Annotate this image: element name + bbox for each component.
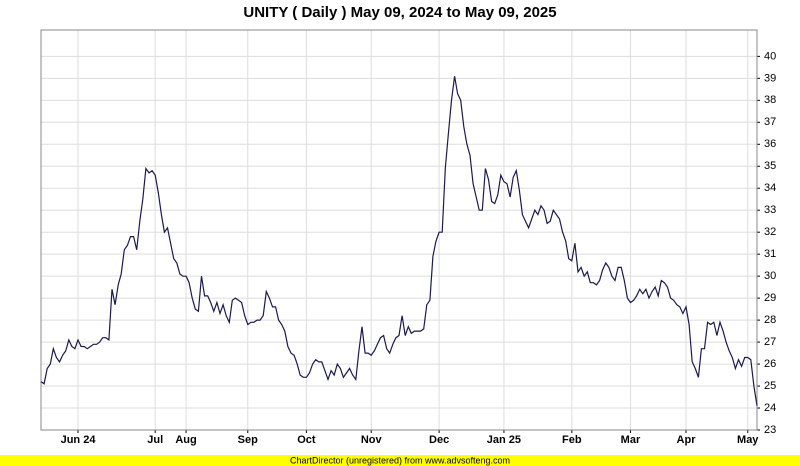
footer-bar	[0, 455, 800, 466]
y-tick-label: 40	[764, 50, 776, 62]
y-tick-label: 38	[764, 94, 776, 106]
y-tick-label: 34	[764, 182, 776, 194]
plot-area: 23 24 25 26 27 28 29 30 31 32 33 34 35 36 37 38 39 40 Jun …	[40, 29, 776, 446]
price-line	[40, 76, 758, 406]
x-tick-label: Apr	[677, 434, 697, 446]
y-tick-label: 24	[764, 402, 776, 414]
x-tick-label: Dec	[429, 434, 449, 446]
x-tick-label: May	[737, 434, 759, 446]
x-tick-label: Jun 24	[61, 434, 97, 446]
y-tick-label: 29	[764, 292, 776, 304]
plot-border	[40, 29, 758, 431]
y-tick-label: 31	[764, 248, 776, 260]
x-tick-label: Feb	[562, 434, 582, 446]
y-tick-label: 39	[764, 72, 776, 84]
footer: ChartDirector (unregistered) from www.ad…	[290, 455, 510, 465]
y-tick-label: 32	[764, 226, 776, 238]
y-tick-label: 25	[764, 380, 776, 392]
x-tick-label: Aug	[175, 434, 196, 446]
x-tick-label: Jan 25	[487, 434, 521, 446]
y-tick-label: 27	[764, 336, 776, 348]
x-tick-label: Mar	[621, 434, 641, 446]
y-tick-label: 35	[764, 160, 776, 172]
y-tick-label: 37	[764, 116, 776, 128]
x-tick-label: Jul	[147, 434, 163, 446]
y-tick-label: 30	[764, 270, 776, 282]
y-tick-label: 28	[764, 314, 776, 326]
x-tick-label: Nov	[361, 434, 383, 446]
chart-title: UNITY ( Daily ) May 09, 2024 to May 09, …	[243, 4, 556, 21]
x-tick-label: Oct	[297, 434, 316, 446]
y-tick-label: 23	[764, 424, 776, 436]
y-tick-label: 26	[764, 358, 776, 370]
y-tick-label: 33	[764, 204, 776, 216]
x-tick-label: Sep	[238, 434, 258, 446]
plot-background	[41, 30, 757, 430]
y-tick-label: 36	[764, 138, 776, 150]
